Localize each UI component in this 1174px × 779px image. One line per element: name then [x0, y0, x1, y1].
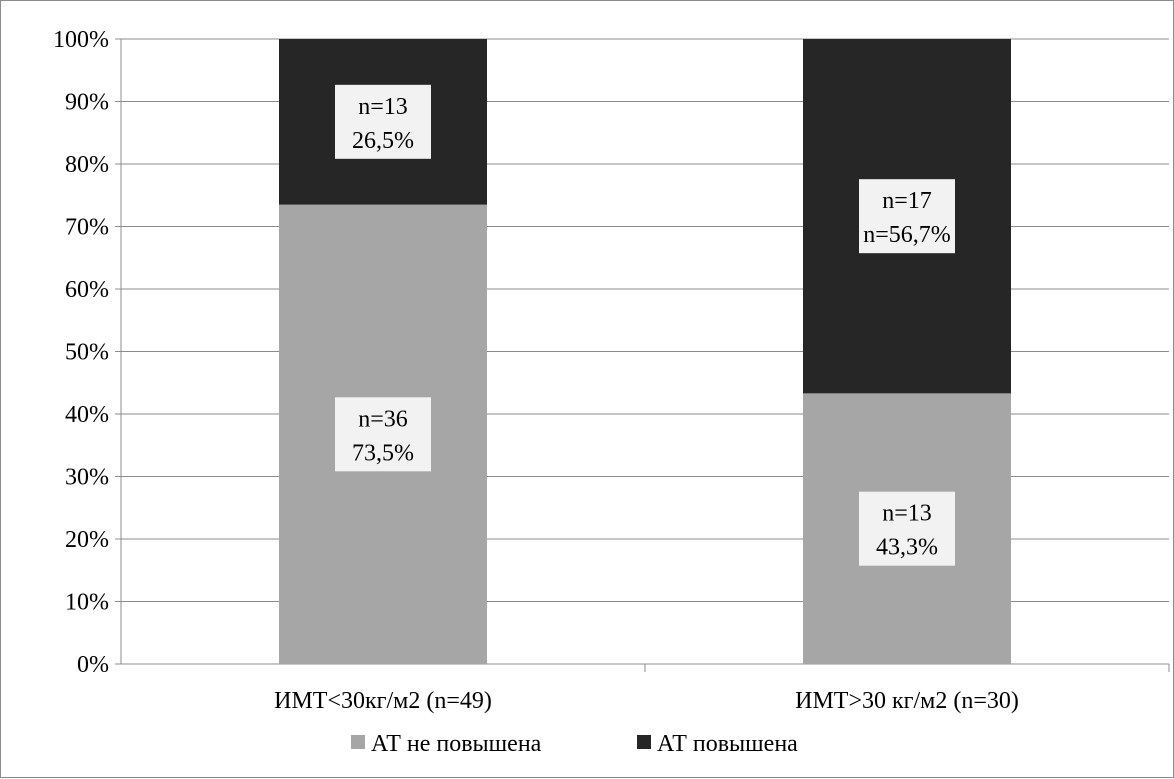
y-tick-label: 70%: [65, 215, 109, 241]
legend-swatch: [637, 735, 651, 749]
y-tick-label: 30%: [65, 465, 109, 491]
y-tick-label: 90%: [65, 90, 109, 116]
data-label-box: [859, 491, 955, 566]
data-label: 73,5%: [352, 440, 414, 466]
y-tick-label: 60%: [65, 277, 109, 303]
data-label: n=13: [882, 501, 932, 527]
data-label: n=17: [882, 188, 932, 214]
data-label: n=13: [358, 94, 408, 120]
y-tick-label: 100%: [53, 27, 109, 53]
data-label: 43,3%: [876, 535, 938, 561]
data-label: n=56,7%: [863, 222, 951, 248]
legend-label: АТ не повышена: [371, 731, 542, 757]
data-label: n=36: [358, 406, 408, 432]
y-tick-label: 0%: [77, 652, 109, 678]
legend-swatch: [351, 735, 365, 749]
data-label-box: [859, 179, 955, 254]
y-tick-label: 50%: [65, 340, 109, 366]
y-tick-label: 40%: [65, 402, 109, 428]
x-category-label: ИМТ>30 кг/м2 (n=30): [795, 688, 1019, 714]
data-label-box: [335, 84, 431, 159]
data-label: 26,5%: [352, 128, 414, 154]
y-tick-label: 80%: [65, 152, 109, 178]
x-category-label: ИМТ<30кг/м2 (n=49): [274, 688, 492, 714]
data-label-box: [335, 397, 431, 472]
y-tick-label: 10%: [65, 590, 109, 616]
y-tick-label: 20%: [65, 527, 109, 553]
legend-label: АТ повышена: [657, 731, 798, 757]
